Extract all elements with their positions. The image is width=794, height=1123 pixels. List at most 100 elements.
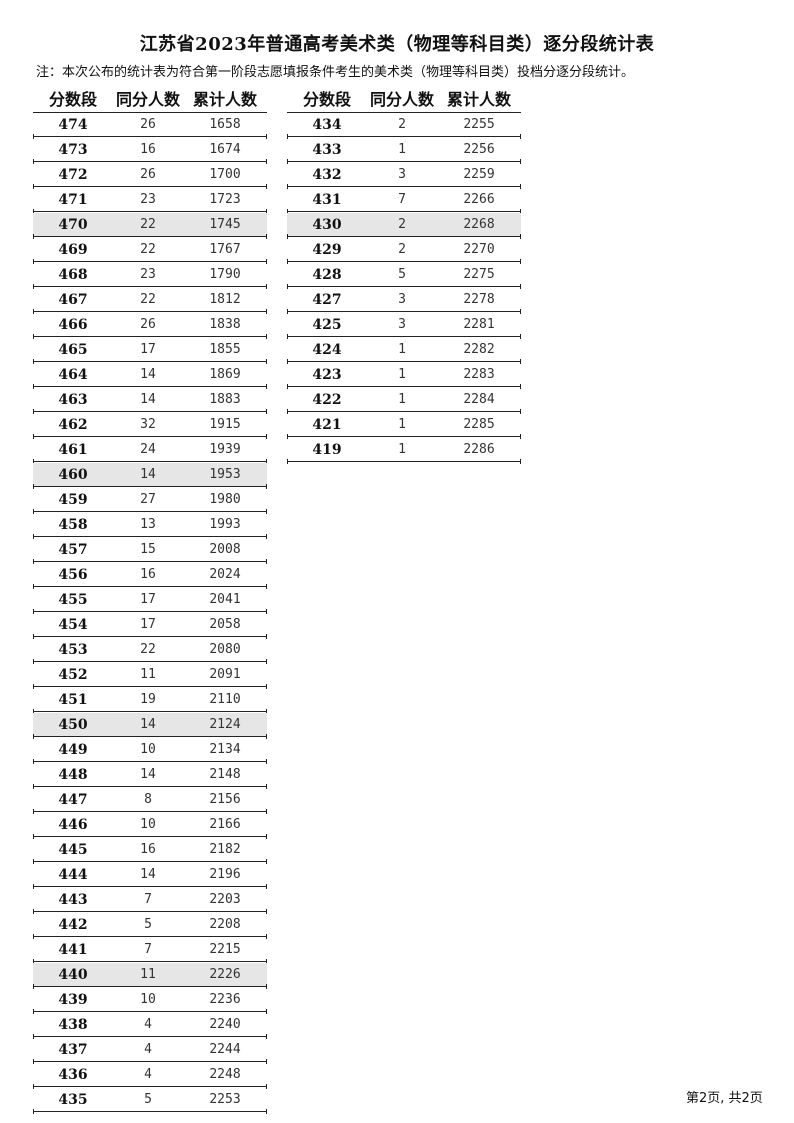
table-row: 471 23 1723	[33, 188, 267, 214]
table-row: 469 22 1767	[33, 238, 267, 264]
cell-cumulative: 2110	[209, 692, 241, 707]
table-row: 439 10 2236	[33, 988, 267, 1014]
cell-same-count: 10	[140, 992, 156, 1007]
cell-cumulative: 2256	[463, 142, 495, 157]
cell-score: 441	[58, 941, 88, 958]
cell-score: 456	[58, 566, 88, 583]
cell-same-count: 22	[140, 292, 156, 307]
cell-same-count: 5	[144, 1092, 152, 1107]
cell-cumulative: 2283	[463, 367, 495, 382]
cell-cumulative: 2182	[209, 842, 241, 857]
cell-same-count: 14	[140, 717, 156, 732]
cell-same-count: 15	[140, 542, 156, 557]
table-row: 455 17 2041	[33, 588, 267, 614]
table-row: 442 5 2208	[33, 913, 267, 939]
table-row: 448 14 2148	[33, 763, 267, 789]
cell-same-count: 22	[140, 642, 156, 657]
cell-score: 471	[58, 191, 88, 208]
cell-score: 447	[58, 791, 88, 808]
cell-score: 449	[58, 741, 88, 758]
cell-score: 454	[58, 616, 88, 633]
score-table-left: 分数段 同分人数 累计人数 474 26 1658 473 16 1674 472 26 170…	[33, 84, 267, 1114]
table-row: 434 2 2255	[287, 113, 521, 139]
table-row: 472 26 1700	[33, 163, 267, 189]
cell-same-count: 10	[140, 817, 156, 832]
table-row: 450 14 2124	[33, 713, 267, 739]
cell-cumulative: 2203	[209, 892, 241, 907]
cell-cumulative: 1790	[209, 267, 241, 282]
header-same-count: 同分人数	[115, 90, 180, 109]
table-row: 467 22 1812	[33, 288, 267, 314]
cell-score: 466	[58, 316, 88, 333]
cell-cumulative: 2156	[209, 792, 241, 807]
header-score: 分数段	[302, 90, 351, 109]
cell-score: 444	[58, 866, 88, 883]
cell-same-count: 2	[398, 242, 406, 257]
cell-score: 459	[58, 491, 88, 508]
table-row: 465 17 1855	[33, 338, 267, 364]
cell-cumulative: 2215	[209, 942, 241, 957]
cell-cumulative: 1767	[209, 242, 241, 257]
cell-score: 429	[312, 241, 342, 258]
cell-cumulative: 2259	[463, 167, 495, 182]
table-row: 459 27 1980	[33, 488, 267, 514]
cell-same-count: 5	[398, 267, 406, 282]
cell-same-count: 1	[398, 367, 406, 382]
table-row: 445 16 2182	[33, 838, 267, 864]
cell-cumulative: 2148	[209, 767, 241, 782]
cell-score: 437	[58, 1041, 88, 1058]
cell-cumulative: 2236	[209, 992, 241, 1007]
cell-score: 445	[58, 841, 88, 858]
cell-cumulative: 2226	[209, 967, 241, 982]
cell-score: 440	[58, 966, 88, 983]
header-cumulative: 累计人数	[192, 90, 257, 109]
cell-score: 453	[58, 641, 88, 658]
cell-same-count: 8	[144, 792, 152, 807]
cell-same-count: 26	[140, 167, 156, 182]
table-row: 446 10 2166	[33, 813, 267, 839]
cell-cumulative: 2244	[209, 1042, 241, 1057]
table-body: 434 2 2255 433 1 2256 432 3 2259 431 7 2266 430 2 2268…	[287, 113, 521, 464]
table-row: 425 3 2281	[287, 313, 521, 339]
cell-same-count: 3	[398, 317, 406, 332]
cell-score: 458	[58, 516, 88, 533]
cell-score: 428	[312, 266, 342, 283]
cell-score: 419	[312, 441, 342, 458]
cell-same-count: 11	[140, 667, 156, 682]
cell-cumulative: 1812	[209, 292, 241, 307]
table-row: 468 23 1790	[33, 263, 267, 289]
cell-cumulative: 1700	[209, 167, 241, 182]
cell-cumulative: 2008	[209, 542, 241, 557]
cell-score: 439	[58, 991, 88, 1008]
cell-cumulative: 2208	[209, 917, 241, 932]
table-note: 注：本次公布的统计表为符合第一阶段志愿填报条件考生的美术类（物理等科目类）投档分…	[36, 65, 635, 80]
table-row: 422 1 2284	[287, 388, 521, 414]
cell-same-count: 27	[140, 492, 156, 507]
cell-same-count: 24	[140, 442, 156, 457]
page-number: 第2页, 共2页	[686, 1091, 763, 1106]
cell-same-count: 16	[140, 842, 156, 857]
cell-same-count: 14	[140, 392, 156, 407]
cell-score: 474	[58, 116, 88, 133]
table-row: 429 2 2270	[287, 238, 521, 264]
cell-same-count: 16	[140, 142, 156, 157]
cell-score: 430	[312, 216, 342, 233]
header-cumulative: 累计人数	[446, 90, 511, 109]
cell-score: 465	[58, 341, 88, 358]
cell-same-count: 26	[140, 117, 156, 132]
table-row: 423 1 2283	[287, 363, 521, 389]
cell-score: 457	[58, 541, 88, 558]
cell-cumulative: 2240	[209, 1017, 241, 1032]
cell-score: 446	[58, 816, 88, 833]
cell-cumulative: 2091	[209, 667, 241, 682]
cell-same-count: 2	[398, 217, 406, 232]
cell-cumulative: 2196	[209, 867, 241, 882]
header-same-count: 同分人数	[369, 90, 434, 109]
cell-same-count: 1	[398, 142, 406, 157]
cell-cumulative: 2058	[209, 617, 241, 632]
cell-score: 448	[58, 766, 88, 783]
table-row: 473 16 1674	[33, 138, 267, 164]
table-row: 452 11 2091	[33, 663, 267, 689]
cell-same-count: 16	[140, 567, 156, 582]
cell-same-count: 22	[140, 242, 156, 257]
